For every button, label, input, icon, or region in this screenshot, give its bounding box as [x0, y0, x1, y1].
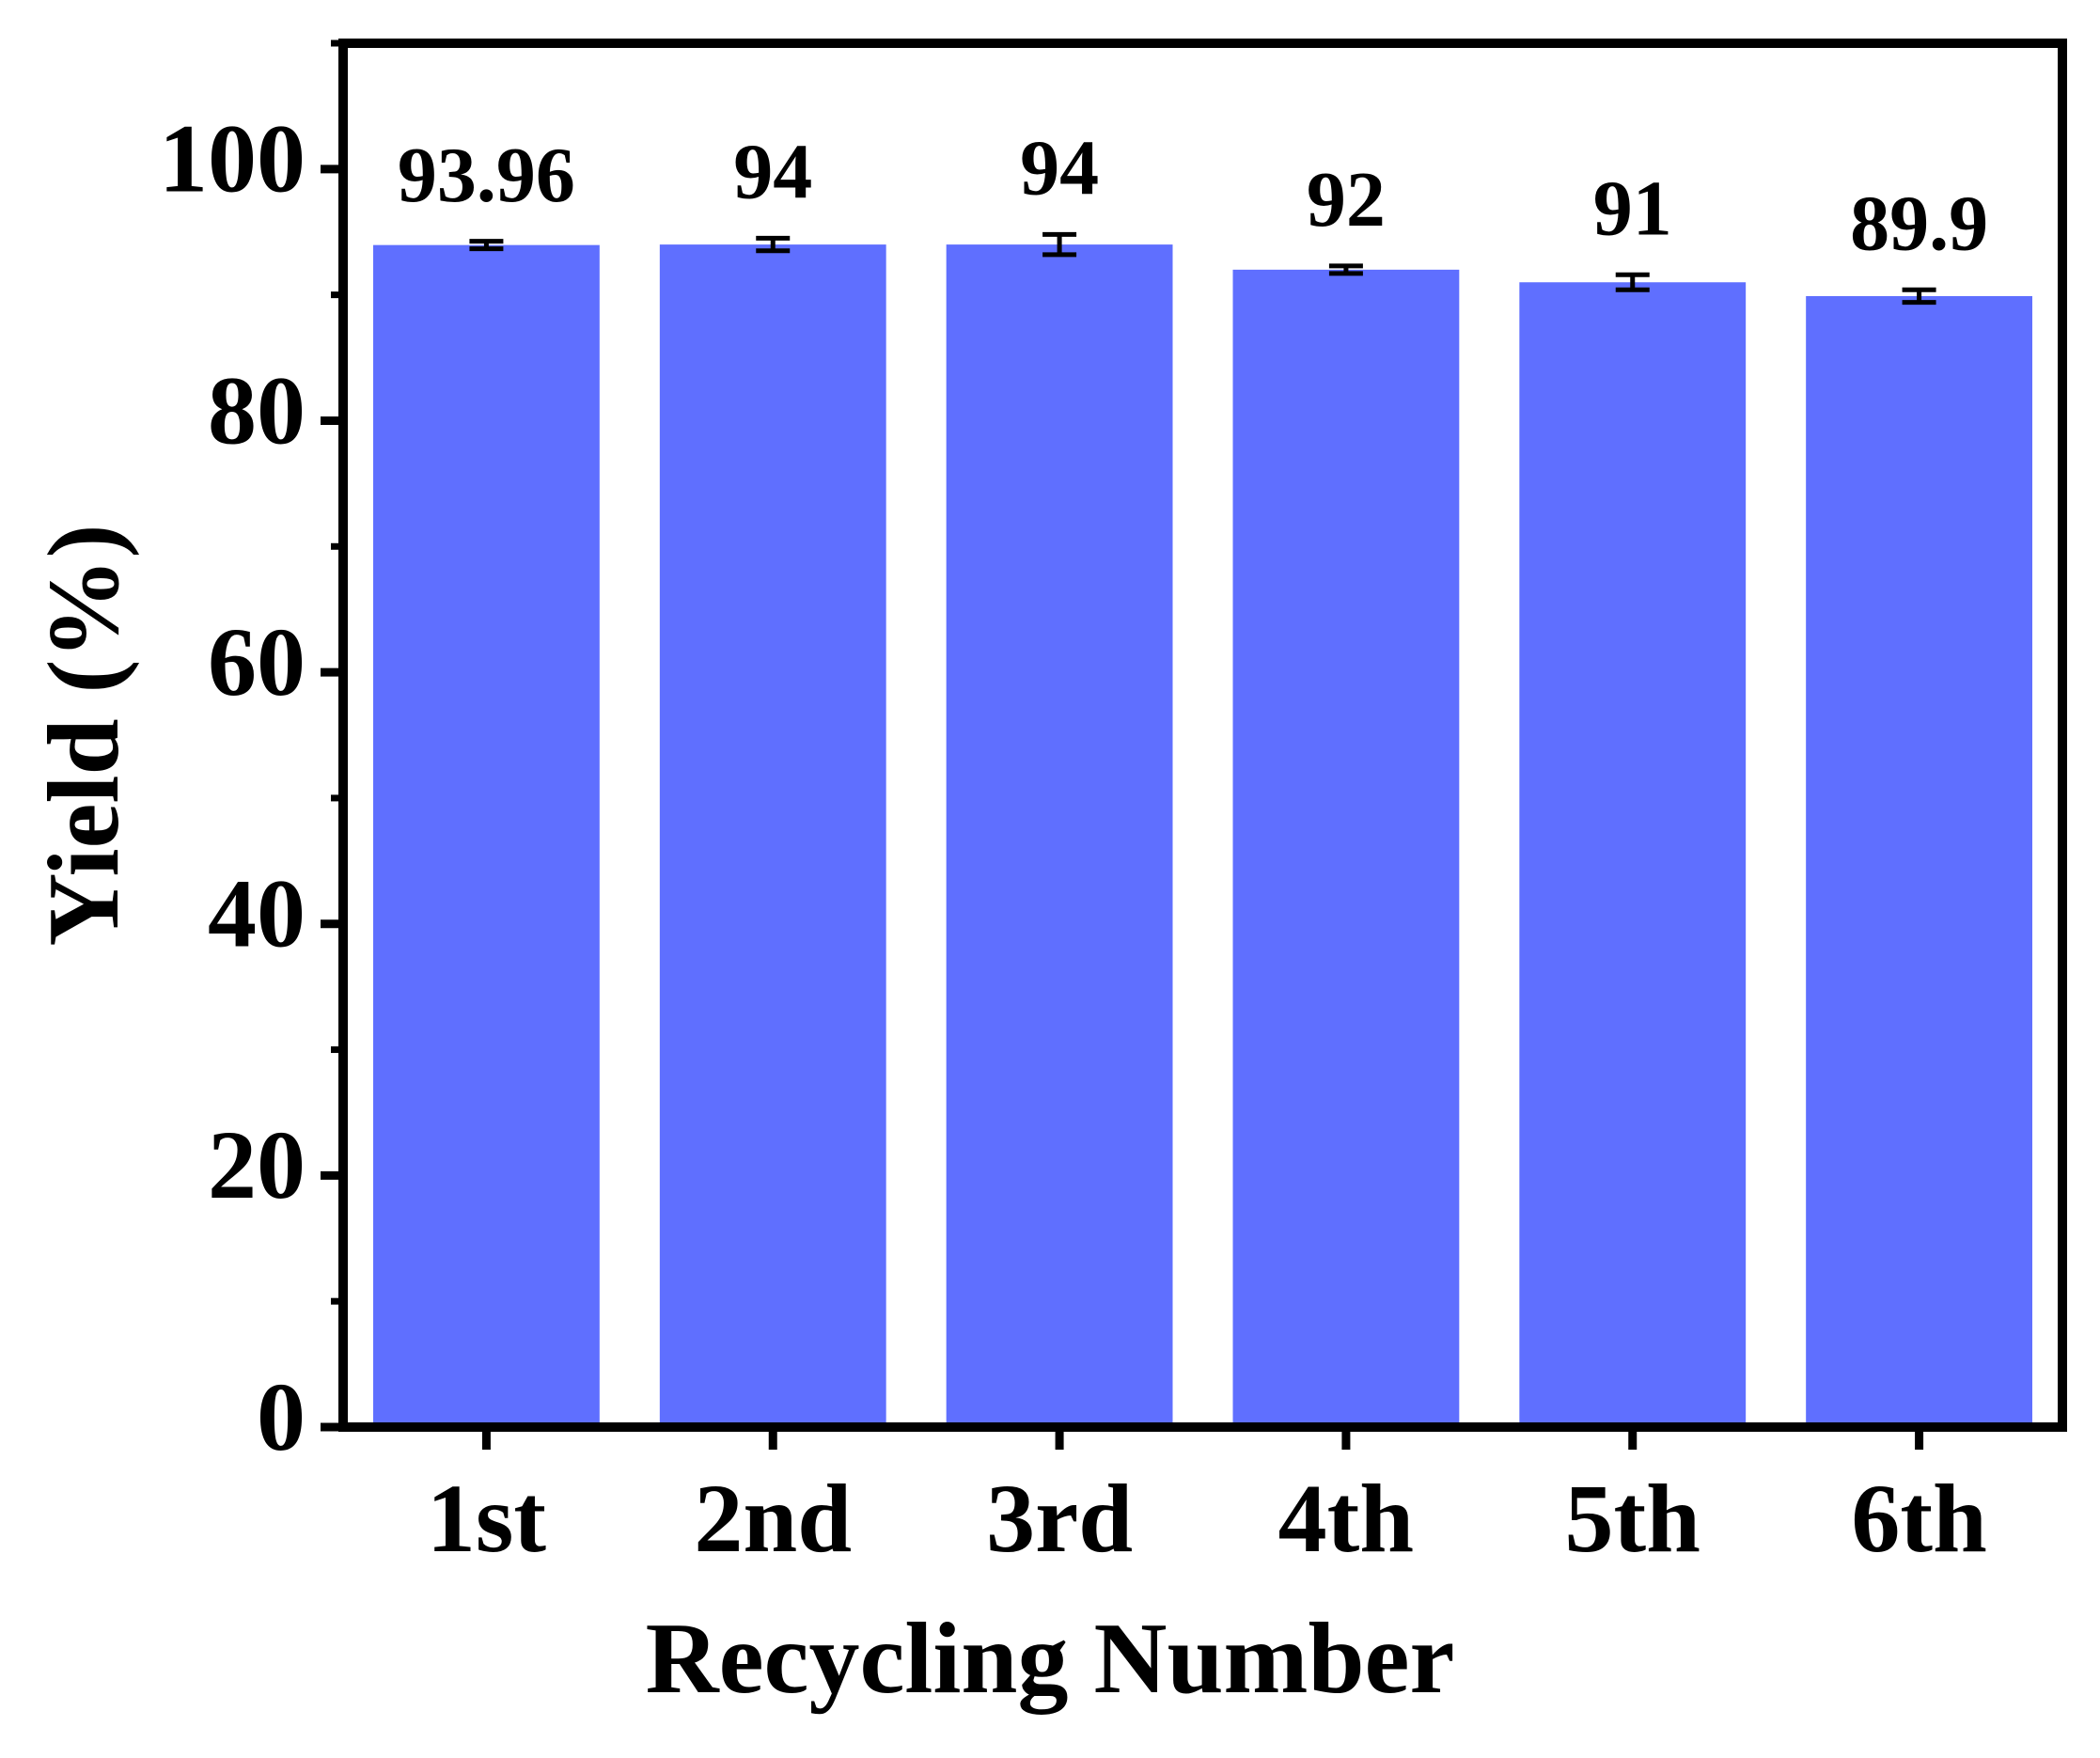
- value-label: 91: [1593, 165, 1672, 253]
- bar: [373, 244, 600, 1427]
- x-tick-label: 2nd: [694, 1465, 852, 1573]
- error-bar: [1615, 272, 1650, 292]
- x-tick-label: 3rd: [986, 1465, 1133, 1573]
- x-axis-title: Recycling Number: [646, 1603, 1455, 1715]
- value-label: 89.9: [1850, 181, 1988, 268]
- y-tick-label: 60: [208, 608, 306, 716]
- error-bar: [756, 235, 791, 254]
- y-tick-label: 80: [208, 356, 306, 464]
- y-tick-label: 100: [159, 105, 306, 213]
- error-bar: [469, 239, 504, 252]
- bar: [1806, 295, 2032, 1427]
- y-axis-title: Yield (%): [28, 525, 140, 947]
- y-tick-label: 0: [257, 1363, 306, 1471]
- y-tick-label: 20: [208, 1111, 306, 1219]
- value-label: 93.96: [398, 132, 575, 219]
- x-tick-label: 4th: [1278, 1465, 1414, 1573]
- value-label: 94: [1020, 125, 1099, 212]
- error-bar: [1328, 263, 1363, 276]
- x-tick-label: 1st: [427, 1465, 546, 1573]
- bar: [1232, 269, 1460, 1427]
- value-label: 94: [733, 129, 812, 216]
- bar: [1519, 282, 1747, 1428]
- value-label: 92: [1307, 156, 1386, 243]
- error-bar: [1042, 231, 1077, 258]
- bar: [946, 244, 1173, 1427]
- plot-frame: [338, 39, 2067, 1432]
- bar: [659, 244, 886, 1427]
- x-tick-label: 6th: [1851, 1465, 1986, 1573]
- y-tick-label: 40: [208, 860, 306, 968]
- error-bar: [1902, 287, 1936, 306]
- x-tick-label: 5th: [1565, 1465, 1700, 1573]
